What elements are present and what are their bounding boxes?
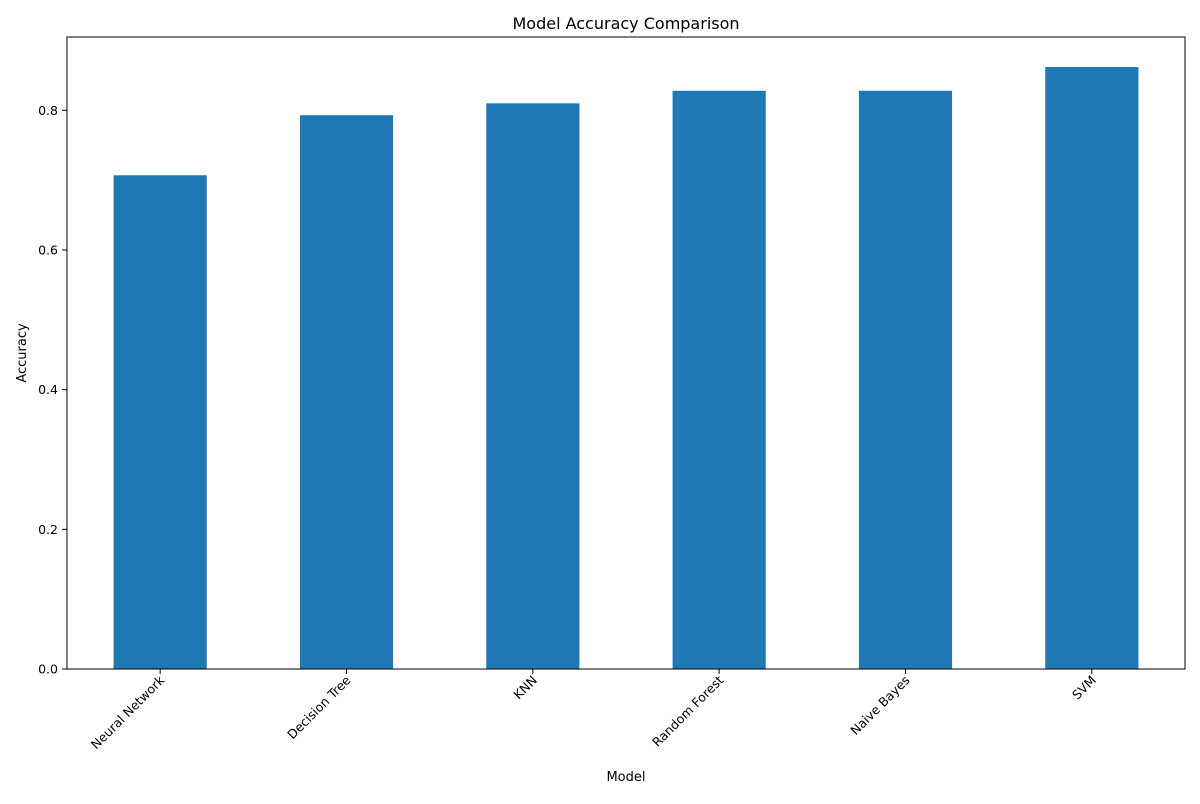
bar-svm [1045,67,1139,669]
bar-neural-network [113,175,207,669]
plot-frame [66,36,1186,670]
x-tick-label: KNN [510,673,540,703]
bars-layer [113,67,1139,670]
y-tick-label: 0.6 [38,242,58,257]
bar-decision-tree [299,115,394,670]
x-tick-label: Random Forest [649,672,726,749]
x-axis-label: Model [606,770,645,785]
x-axis-ticks: Neural Network Decision Tree KNN Random For… [88,669,1099,752]
y-tick-label: 0.0 [38,662,58,677]
x-tick-label: Decision Tree [284,672,354,742]
y-tick-label: 0.8 [38,103,58,118]
x-tick-label: SVM [1069,673,1099,703]
bar-random-forest [672,90,766,669]
bar-knn [486,103,580,670]
y-tick-label: 0.2 [38,522,58,537]
chart-title: Model Accuracy Comparison [512,14,739,33]
bar-naive-bayes [858,90,953,669]
x-tick-label: Neural Network [88,672,168,752]
y-tick-label: 0.4 [38,382,58,397]
x-tick-label: Naive Bayes [847,673,912,738]
y-axis-label: Accuracy [15,323,30,383]
y-axis-ticks: 0.0 0.2 0.4 0.6 0.8 [38,103,67,677]
